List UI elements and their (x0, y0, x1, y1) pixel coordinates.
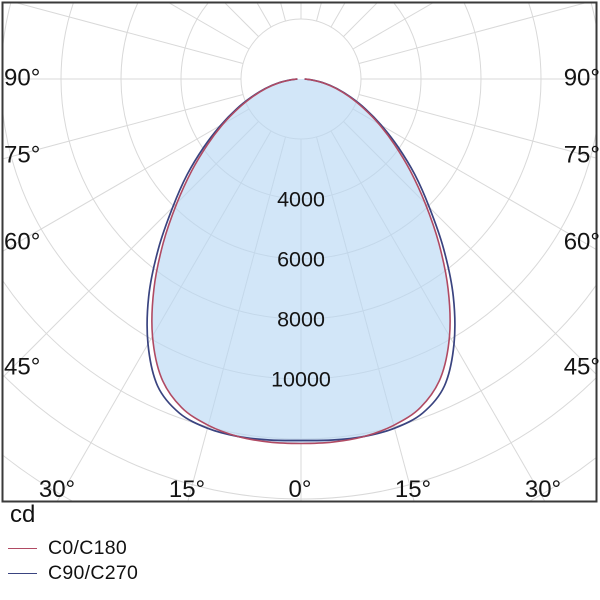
legend: C0/C180 C90/C270 (8, 536, 138, 586)
ring-value-label: 8000 (277, 308, 325, 332)
angle-label-right: 45° (564, 353, 600, 380)
angle-label-bottom: 0° (289, 476, 312, 503)
angle-label-left: 75° (4, 141, 40, 168)
angle-label-bottom: 30° (525, 476, 561, 503)
curve-c0-c180 (151, 78, 451, 445)
angle-gridline (358, 94, 596, 159)
angle-label-bottom: 30° (39, 476, 75, 503)
polar-chart-svg: 4000 6000 8000 10000 90° 75° 60° 45° 45° 60° 75° 90… (1, 1, 600, 503)
angle-gridline (343, 3, 378, 37)
curve-c90-c270 (146, 78, 456, 442)
unit-label: cd (10, 501, 36, 528)
angle-label-right: 90° (564, 64, 600, 91)
angle-label-left: 60° (4, 228, 40, 255)
legend-label-c90-c270: C90/C270 (48, 562, 139, 584)
angle-gridline (343, 121, 596, 375)
polar-grid: 4000 6000 8000 10000 (3, 3, 596, 501)
intensity-fill (151, 79, 451, 444)
ring-value-label: 6000 (277, 248, 325, 272)
angle-label-left: 90° (4, 64, 40, 91)
ring-value-label: 4000 (277, 188, 325, 212)
angle-gridline (358, 3, 585, 64)
plot-frame (1, 1, 598, 503)
legend-line-swatch-c0-c180 (8, 548, 37, 549)
ring-value-label: 10000 (271, 368, 331, 392)
angle-gridline (256, 3, 272, 28)
angle-gridline (3, 108, 250, 252)
angle-gridline (330, 3, 346, 28)
angle-label-bottom: 15° (395, 476, 431, 503)
angle-gridline (3, 94, 244, 160)
angle-label-right: 60° (564, 228, 600, 255)
legend-item-c0-c180: C0/C180 (8, 536, 138, 561)
angle-gridline (352, 108, 596, 250)
angle-gridline (352, 3, 433, 50)
angle-gridline (224, 3, 259, 37)
legend-label-c0-c180: C0/C180 (48, 537, 128, 559)
legend-line-swatch-c90-c270 (8, 573, 37, 574)
angle-label-left: 45° (4, 353, 40, 380)
legend-item-c90-c270: C90/C270 (8, 561, 138, 586)
angle-label-right: 75° (564, 141, 600, 168)
angle-label-bottom: 15° (169, 476, 205, 503)
angle-gridline (17, 3, 244, 64)
angle-gridline (3, 121, 259, 378)
